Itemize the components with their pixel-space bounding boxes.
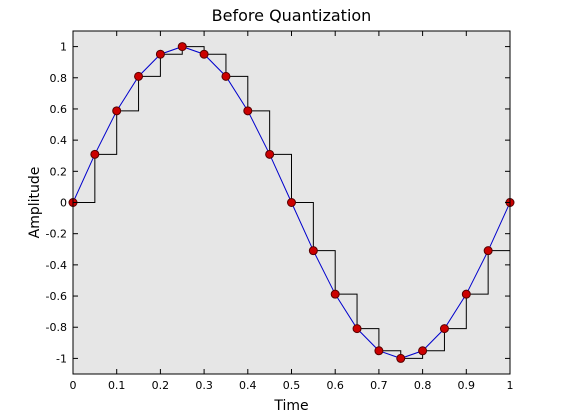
sample-point <box>374 346 384 356</box>
sample-point <box>177 42 187 52</box>
x-axis-ticks: 0 0.1 0.2 0.3 0.4 0.5 0.6 0.7 0.8 0.9 1 <box>70 31 514 392</box>
sample-point <box>134 71 144 81</box>
sample-point <box>308 246 318 256</box>
x-tick-label: 0.2 <box>152 379 170 392</box>
sample-point <box>265 149 275 159</box>
sample-point <box>352 324 362 334</box>
sample-point <box>483 246 493 256</box>
x-tick-label: 0.7 <box>370 379 388 392</box>
y-tick-label: 0.4 <box>50 134 68 147</box>
y-tick-label: -0.4 <box>46 259 67 272</box>
sample-point <box>439 324 449 334</box>
y-axis-ticks: 1 0.8 0.6 0.4 0.2 0 -0.2 -0.4 -0.6 -0.8 -1 <box>46 41 510 365</box>
sample-point <box>418 346 428 356</box>
sample-point <box>461 289 471 299</box>
y-tick-label: -0.2 <box>46 228 67 241</box>
y-tick-label: 0.6 <box>50 103 68 116</box>
y-tick-label: 1 <box>60 41 67 54</box>
y-tick-label: 0 <box>60 197 67 210</box>
x-tick-label: 0.1 <box>108 379 126 392</box>
sample-point <box>221 71 231 81</box>
sample-point <box>330 289 340 299</box>
sample-point <box>287 198 296 207</box>
x-axis-title: Time <box>273 398 308 414</box>
x-tick-label: 0.6 <box>326 379 344 392</box>
x-tick-label: 0 <box>70 379 77 392</box>
y-tick-label: -0.8 <box>46 321 67 334</box>
sample-point <box>243 106 253 116</box>
x-tick-label: 0.5 <box>283 379 301 392</box>
y-tick-label: -1 <box>56 352 67 365</box>
y-axis-title: Amplitude <box>27 167 43 239</box>
sample-point <box>112 106 122 116</box>
sample-point <box>396 353 406 363</box>
y-tick-label: 0.8 <box>50 72 68 85</box>
y-tick-label: -0.6 <box>46 290 67 303</box>
chart-title: Before Quantization <box>212 6 372 25</box>
sample-point <box>155 49 165 59</box>
x-tick-label: 0.8 <box>414 379 432 392</box>
x-tick-label: 0.3 <box>195 379 213 392</box>
x-tick-label: 0.9 <box>458 379 476 392</box>
x-tick-label: 0.4 <box>239 379 257 392</box>
y-tick-label: 0.2 <box>50 165 68 178</box>
sample-point <box>90 149 100 159</box>
x-tick-label: 1 <box>507 379 514 392</box>
sample-point <box>199 49 209 59</box>
